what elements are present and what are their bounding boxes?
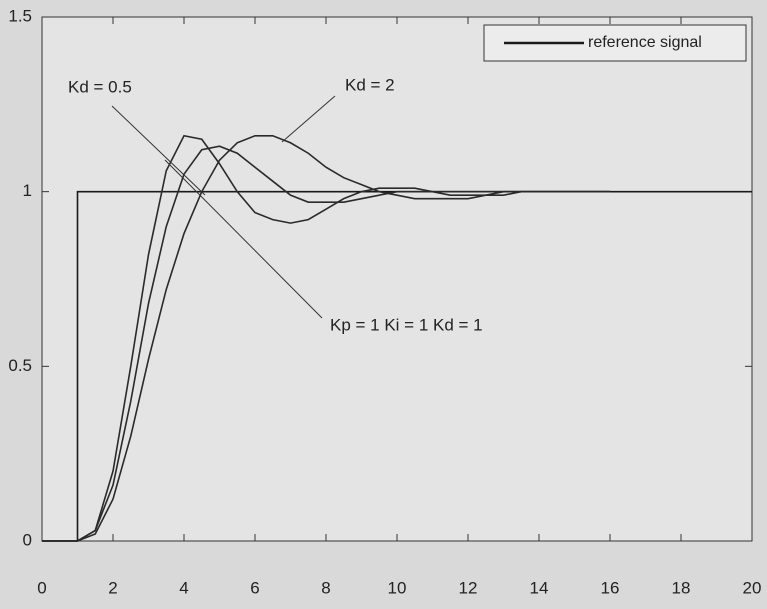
x-tick-label: 20 <box>743 578 762 597</box>
x-tick-label: 2 <box>108 578 117 597</box>
x-tick-label: 12 <box>459 578 478 597</box>
x-tick-label: 6 <box>250 578 259 597</box>
y-tick-label: 0.5 <box>8 356 32 375</box>
annotation: Kp = 1 Ki = 1 Kd = 1 <box>330 315 483 334</box>
x-tick-label: 4 <box>179 578 188 597</box>
annotation: Kd = 2 <box>345 75 395 94</box>
chart: 0 2 4 6 8 10 12 14 16 18 20 0 0.5 1 1.5 Kd = 0.5 Kd = 2 K… <box>0 0 767 609</box>
x-tick-label: 18 <box>672 578 691 597</box>
y-tick-label: 0 <box>23 530 32 549</box>
plot-area <box>42 17 752 541</box>
x-tick-label: 8 <box>321 578 330 597</box>
annotation: Kd = 0.5 <box>68 77 132 96</box>
x-tick-label: 16 <box>601 578 620 597</box>
y-tick-label: 1 <box>23 181 32 200</box>
x-tick-label: 10 <box>388 578 407 597</box>
x-tick-label: 0 <box>37 578 46 597</box>
y-tick-label: 1.5 <box>8 6 32 25</box>
legend-label: reference signal <box>588 34 702 51</box>
x-tick-label: 14 <box>530 578 549 597</box>
